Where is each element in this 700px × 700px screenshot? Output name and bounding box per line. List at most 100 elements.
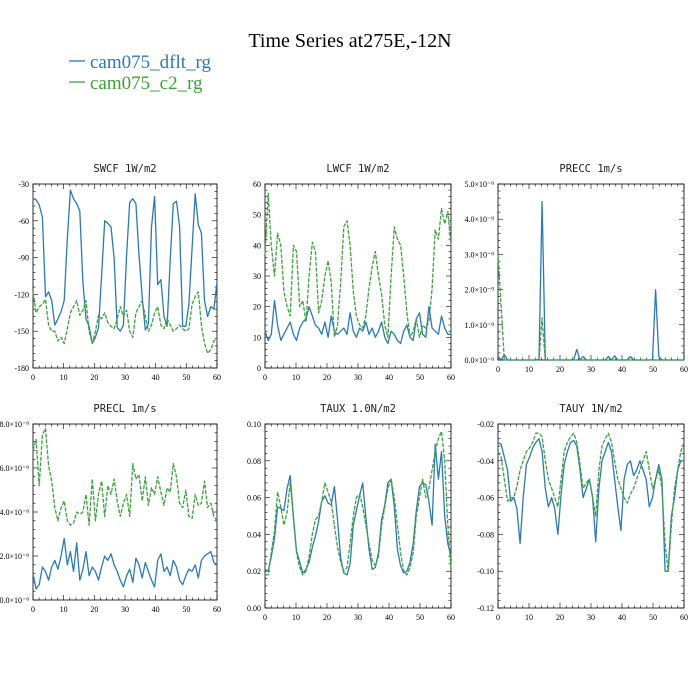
y-tick-label: 50	[253, 211, 261, 220]
x-tick-label: 20	[556, 365, 564, 374]
y-tick-label: 4.0×10⁻⁹	[0, 508, 29, 517]
x-tick-label: 30	[587, 365, 595, 374]
series-line-1	[32, 427, 218, 526]
x-tick-label: 60	[447, 613, 455, 622]
y-tick-label: 0.08	[247, 457, 261, 466]
y-tick-label: 4.0×10⁻⁹	[464, 215, 494, 224]
y-tick-label: 1.0×10⁻⁹	[464, 321, 494, 330]
x-tick-label: 30	[354, 613, 362, 622]
y-tick-label: 0.10	[247, 420, 261, 429]
x-tick-label: 50	[182, 605, 190, 614]
chart-panel-3: PRECL 1m/s 0 10 20 30 40 50 60 0.0×10⁻⁹ 2.0×10⁻⁹ 4…	[0, 403, 221, 614]
y-tick-label: 0.02	[247, 567, 261, 576]
x-tick-label: 0	[31, 373, 35, 382]
chart-panel-0: SWCF 1W/m2 0 10 20 30 40 50 60 -180 -150 -120 -90 -6…	[14, 163, 221, 382]
x-tick-label: 20	[90, 373, 98, 382]
chart-panel-1: LWCF 1W/m2 0 10 20 30 40 50 60 0 10 20 30 40 50 60	[253, 163, 455, 382]
series-line-1	[265, 430, 452, 576]
panel-title: TAUY 1N/m2	[559, 403, 622, 415]
x-tick-label: 10	[60, 605, 68, 614]
panel-title: TAUX 1.0N/m2	[320, 403, 396, 415]
x-tick-label: 50	[649, 365, 657, 374]
y-tick-label: 6.0×10⁻⁹	[0, 464, 29, 473]
y-tick-label: 0.04	[247, 530, 261, 539]
x-tick-label: 0	[263, 613, 267, 622]
x-tick-label: 10	[60, 373, 68, 382]
y-tick-label: -60	[18, 217, 29, 226]
legend: cam075_dflt_rg cam075_c2_rg	[69, 52, 212, 94]
series-line-0	[32, 189, 218, 345]
panel-title: LWCF 1W/m2	[326, 163, 389, 175]
series-line-1	[32, 291, 218, 354]
x-tick-label: 60	[680, 613, 688, 622]
x-tick-label: 0	[31, 605, 35, 614]
y-tick-label: 2.0×10⁻⁹	[0, 552, 29, 561]
x-tick-label: 40	[385, 613, 393, 622]
series-line-0	[32, 537, 218, 590]
x-tick-label: 40	[152, 373, 160, 382]
x-tick-label: 30	[354, 373, 362, 382]
x-tick-label: 0	[263, 373, 267, 382]
figure-title: Time Series at275E,-12N	[248, 30, 451, 52]
x-tick-label: 20	[323, 373, 331, 382]
y-tick-label: -90	[18, 254, 29, 263]
x-tick-label: 30	[121, 605, 129, 614]
x-tick-label: 60	[447, 373, 455, 382]
x-tick-label: 60	[680, 365, 688, 374]
x-tick-label: 50	[182, 373, 190, 382]
x-tick-label: 50	[649, 613, 657, 622]
y-tick-label: -0.02	[477, 420, 494, 429]
series-line-0	[264, 299, 451, 345]
x-tick-label: 10	[525, 365, 533, 374]
y-tick-label: 3.0×10⁻⁹	[464, 250, 494, 259]
panel-title: PRECL 1m/s	[93, 403, 156, 415]
y-tick-label: 0.06	[247, 494, 261, 503]
x-tick-label: 10	[525, 613, 533, 622]
x-tick-label: 10	[292, 613, 300, 622]
x-tick-label: 30	[121, 373, 129, 382]
x-tick-label: 60	[213, 605, 221, 614]
x-tick-label: 30	[587, 613, 595, 622]
plot-frame	[497, 183, 685, 361]
y-tick-label: 0.00	[247, 604, 261, 613]
panel-title: PRECC 1m/s	[559, 163, 622, 175]
y-tick-label: 8.0×10⁻⁹	[0, 420, 29, 429]
y-tick-label: 0.0×10⁻⁹	[464, 356, 494, 365]
x-tick-label: 10	[292, 373, 300, 382]
series-line-1	[497, 254, 684, 361]
x-tick-label: 40	[385, 373, 393, 382]
x-tick-label: 0	[496, 613, 500, 622]
y-tick-label: -0.04	[477, 457, 494, 466]
x-tick-label: 60	[213, 373, 221, 382]
chart-panel-4: TAUX 1.0N/m2 0 10 20 30 40 50 60 0.00 0.02 0.04 0.0…	[247, 403, 455, 622]
y-tick-label: 2.0×10⁻⁹	[464, 286, 494, 295]
x-tick-label: 20	[556, 613, 564, 622]
x-tick-label: 50	[416, 373, 424, 382]
y-tick-label: 0	[257, 364, 261, 373]
series-line-1	[264, 192, 452, 338]
y-tick-label: 20	[253, 303, 261, 312]
chart-panel-2: PRECC 1m/s 0 10 20 30 40 50 60 0.0×10⁻⁹ 1.0×10⁻⁹ 2…	[464, 163, 688, 374]
x-tick-label: 20	[90, 605, 98, 614]
y-tick-label: 5.0×10⁻⁹	[464, 180, 494, 189]
y-tick-label: 60	[253, 180, 261, 189]
y-tick-label: 30	[253, 272, 261, 281]
plot-frame	[264, 183, 452, 369]
x-tick-label: 20	[323, 613, 331, 622]
series-line-0	[497, 200, 684, 361]
y-tick-label: -30	[18, 180, 29, 189]
y-tick-label: -0.12	[477, 604, 494, 613]
x-tick-label: 50	[416, 613, 424, 622]
x-tick-label: 40	[152, 605, 160, 614]
y-tick-label: 10	[253, 333, 261, 342]
series-line-1	[497, 432, 685, 572]
y-tick-label: -0.10	[477, 567, 494, 576]
x-tick-label: 40	[618, 613, 626, 622]
y-tick-label: -0.06	[477, 494, 494, 503]
y-tick-label: -120	[14, 290, 29, 299]
x-tick-label: 40	[618, 365, 626, 374]
series-line-0	[497, 438, 684, 572]
x-tick-label: 0	[496, 365, 500, 374]
y-tick-label: -180	[14, 364, 29, 373]
